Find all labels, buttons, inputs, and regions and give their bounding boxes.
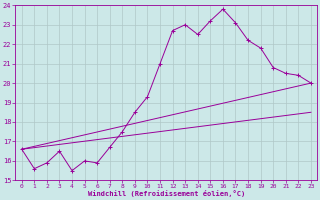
X-axis label: Windchill (Refroidissement éolien,°C): Windchill (Refroidissement éolien,°C) xyxy=(88,190,245,197)
